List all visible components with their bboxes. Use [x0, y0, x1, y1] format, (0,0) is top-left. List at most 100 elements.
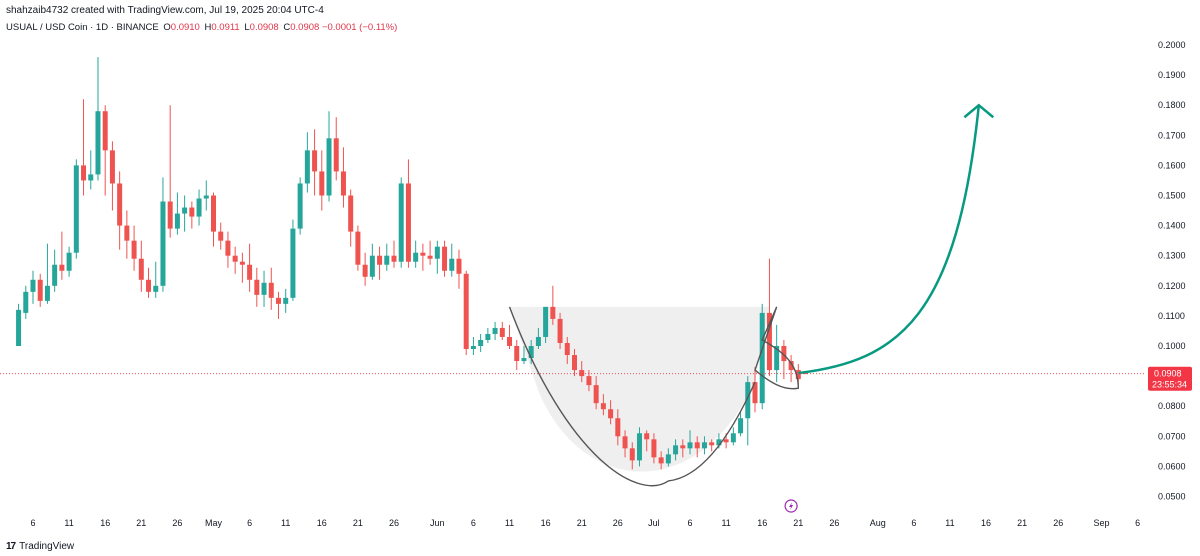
time-tick-label: 6: [1135, 518, 1140, 528]
candle-body: [355, 231, 361, 265]
annotation-layer: [0, 103, 1146, 487]
time-tick-label: 6: [471, 518, 476, 528]
symbol-legend[interactable]: USUAL / USD Coin · 1D · BINANCE O0.0910 …: [6, 22, 397, 33]
candle-body: [492, 327, 498, 334]
candle-body: [290, 228, 296, 298]
candle-body: [586, 376, 592, 386]
time-tick-label: Jun: [430, 518, 445, 528]
open-label: O: [163, 22, 171, 33]
candle-body: [716, 439, 722, 446]
high-value: 0.0911: [211, 22, 240, 33]
price-tick-label: 0.1400: [1158, 221, 1186, 231]
time-tick-label: 16: [317, 518, 327, 528]
candle-body: [514, 346, 520, 362]
cup-curve: [508, 306, 756, 487]
price-tick-label: 0.2000: [1158, 40, 1186, 50]
price-tick-label: 0.1200: [1158, 281, 1186, 291]
time-tick-label: 21: [353, 518, 363, 528]
candle-body: [608, 409, 614, 419]
candle-body: [23, 291, 29, 313]
time-tick-label: May: [205, 518, 223, 528]
price-axis[interactable]: 0.2000 0.1900 0.1800 0.1700 0.1600 0.1500 0.14…: [1148, 40, 1192, 502]
candle-body: [117, 183, 123, 226]
time-tick-label: 6: [911, 518, 916, 528]
candle-body: [275, 297, 281, 304]
candle-body: [644, 433, 650, 440]
candle-body: [37, 279, 43, 301]
candle-body: [557, 318, 563, 343]
candle-body: [109, 150, 115, 184]
candle-body: [622, 436, 628, 449]
high-label: H: [204, 22, 212, 33]
candle-body: [268, 282, 274, 298]
time-tick-label: 21: [793, 518, 803, 528]
breakout-arrow: [798, 105, 981, 375]
candle-body: [766, 312, 772, 371]
price-tick-label: 0.1800: [1158, 100, 1186, 110]
price-tick-label: 0.1900: [1158, 70, 1186, 80]
tradingview-logo-icon: 17: [6, 541, 16, 552]
time-tick-label: 11: [281, 518, 290, 528]
candle-body: [196, 198, 202, 217]
candle-body: [189, 207, 195, 217]
arrow-head-icon: [963, 103, 995, 119]
candle-body: [499, 327, 505, 337]
candle-body: [543, 306, 549, 337]
candle-body: [52, 264, 58, 286]
candle-body: [326, 138, 332, 196]
candle-body: [564, 342, 570, 356]
candle-body: [405, 183, 411, 262]
candle-body: [528, 346, 534, 359]
candle-body: [239, 261, 245, 265]
candle-body: [81, 165, 87, 181]
candle-body: [759, 312, 765, 404]
candle-body: [651, 439, 657, 458]
candle-body: [153, 285, 159, 292]
open-value: 0.0910: [170, 22, 200, 33]
candle-body: [362, 264, 368, 277]
candle-body: [485, 333, 491, 340]
candle-body: [593, 385, 599, 404]
time-tick-label: 21: [577, 518, 587, 528]
candle-body: [398, 183, 404, 262]
candle-body: [680, 445, 686, 449]
candle-body: [521, 358, 527, 362]
lightning-bolt-icon: [789, 502, 794, 510]
candle-body: [73, 165, 79, 253]
candle-body: [174, 213, 180, 229]
candle-body: [687, 442, 693, 449]
candle-body: [30, 279, 36, 292]
current-price-label: 0.0908: [1154, 369, 1182, 379]
low-value: 0.0908: [249, 22, 279, 33]
tradingview-branding[interactable]: 17 TradingView: [6, 541, 74, 552]
candle-body: [283, 297, 289, 304]
candle-body: [160, 201, 166, 286]
candle-countdown-label: 23:55:34: [1152, 380, 1187, 390]
time-tick-label: 16: [541, 518, 551, 528]
time-tick-label: 6: [688, 518, 693, 528]
candle-body: [131, 240, 137, 259]
candle-body: [384, 255, 390, 265]
candle-body: [781, 346, 787, 362]
candle-body: [673, 445, 679, 455]
price-tick-label: 0.0800: [1158, 401, 1186, 411]
candle-body: [391, 255, 397, 262]
time-tick-label: Jul: [648, 518, 660, 528]
close-label: C: [283, 22, 291, 33]
candle-body: [507, 336, 513, 346]
time-axis[interactable]: 6 11 16 21 26 May 6 11 16 21 26 Jun 6 11 16 21 26 Jul 6 11 1…: [30, 499, 1140, 528]
time-tick-label: 11: [64, 518, 73, 528]
price-tick-label: 0.1300: [1158, 251, 1186, 261]
time-tick-label: 26: [829, 518, 839, 528]
symbol-name[interactable]: USUAL / USD Coin · 1D · BINANCE: [6, 22, 159, 33]
candle-body: [572, 355, 577, 371]
time-tick-label: 16: [100, 518, 110, 528]
candle-body: [254, 279, 260, 295]
candle-body: [463, 273, 469, 350]
current-price-tag: [1148, 366, 1192, 391]
candle-body: [420, 252, 426, 256]
tradingview-brand-label: TradingView: [19, 541, 75, 552]
candle-body: [434, 246, 440, 259]
time-tick-label: 26: [613, 518, 623, 528]
